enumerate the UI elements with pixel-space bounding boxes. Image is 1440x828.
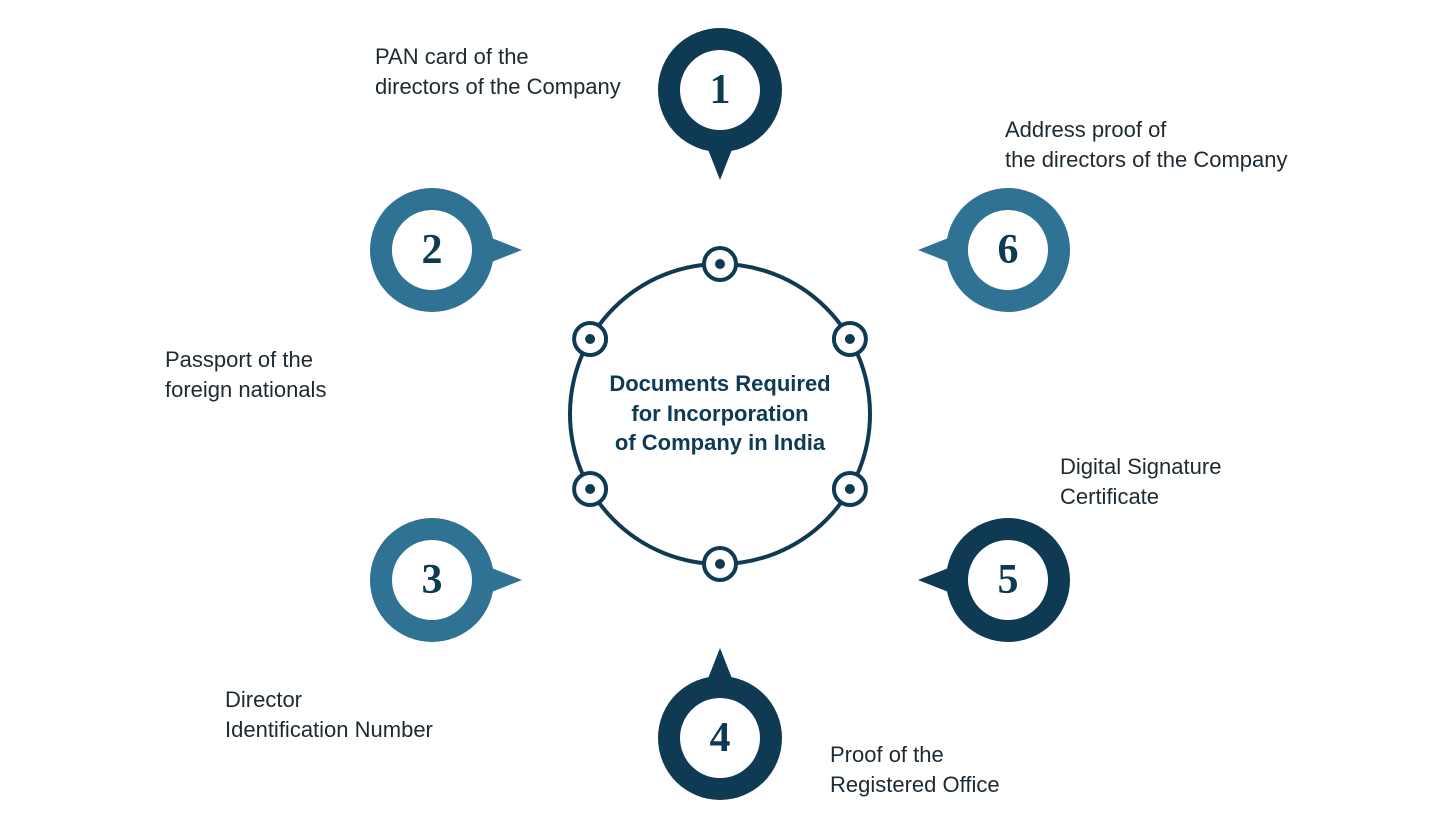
node-label-2: Passport of theforeign nationals	[165, 345, 326, 404]
node-label-line: Identification Number	[225, 715, 433, 745]
node-label-line: Director	[225, 685, 433, 715]
node-2: 2	[370, 188, 522, 312]
node-label-line: PAN card of the	[375, 42, 621, 72]
node-label-line: directors of the Company	[375, 72, 621, 102]
connector-dot-inner	[585, 334, 595, 344]
node-4: 4	[658, 648, 782, 800]
node-label-line: foreign nationals	[165, 375, 326, 405]
node-label-1: PAN card of thedirectors of the Company	[375, 42, 621, 101]
connector-dot-inner	[715, 259, 725, 269]
node-6: 6	[918, 188, 1070, 312]
center-title-line: Documents Required	[580, 369, 860, 399]
node-number: 5	[998, 557, 1019, 603]
node-label-3: DirectorIdentification Number	[225, 685, 433, 744]
node-1: 1	[658, 28, 782, 180]
node-number: 1	[710, 67, 731, 113]
node-number: 2	[422, 227, 443, 273]
node-label-line: the directors of the Company	[1005, 145, 1287, 175]
node-label-4: Proof of theRegistered Office	[830, 740, 1000, 799]
center-title-line: for Incorporation	[580, 399, 860, 429]
node-number: 3	[422, 557, 443, 603]
node-label-line: Digital Signature	[1060, 452, 1221, 482]
node-label-line: Proof of the	[830, 740, 1000, 770]
node-label-6: Address proof ofthe directors of the Com…	[1005, 115, 1287, 174]
node-3: 3	[370, 518, 522, 642]
connector-dot-inner	[845, 484, 855, 494]
connector-dot-inner	[715, 559, 725, 569]
node-label-5: Digital SignatureCertificate	[1060, 452, 1221, 511]
node-label-line: Address proof of	[1005, 115, 1287, 145]
center-title: Documents Requiredfor Incorporationof Co…	[580, 369, 860, 458]
connector-dot-inner	[845, 334, 855, 344]
center-title-line: of Company in India	[580, 428, 860, 458]
connector-dot-inner	[585, 484, 595, 494]
node-label-line: Registered Office	[830, 770, 1000, 800]
node-number: 4	[710, 715, 731, 761]
node-5: 5	[918, 518, 1070, 642]
node-label-line: Passport of the	[165, 345, 326, 375]
node-label-line: Certificate	[1060, 482, 1221, 512]
node-number: 6	[998, 227, 1019, 273]
